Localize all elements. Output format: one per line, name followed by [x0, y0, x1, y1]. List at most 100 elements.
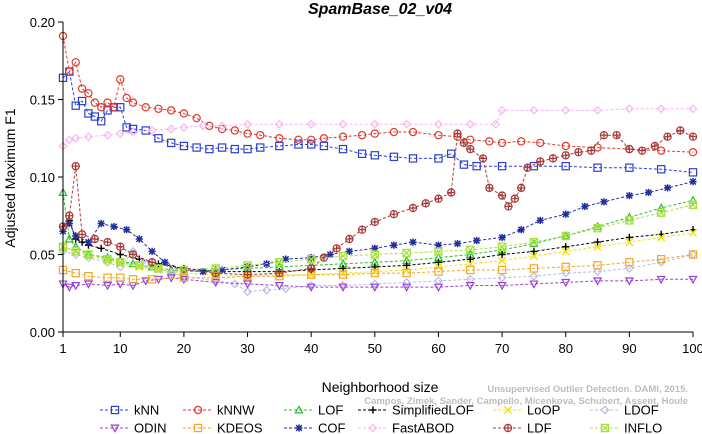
data-point — [548, 154, 558, 163]
data-point — [561, 262, 570, 272]
data-point — [663, 184, 672, 192]
data-point — [116, 273, 125, 282]
data-point — [656, 275, 666, 285]
data-point — [65, 67, 74, 76]
data-point — [192, 143, 201, 152]
data-point — [625, 233, 633, 242]
data-point — [402, 283, 412, 292]
data-point — [199, 267, 207, 276]
data-point — [274, 282, 284, 291]
data-point — [498, 250, 506, 259]
legend-label: kNN — [134, 403, 159, 418]
data-point — [624, 277, 634, 286]
series-fastabod — [58, 104, 698, 151]
x-tick-label: 10 — [113, 341, 127, 356]
data-point — [110, 223, 118, 231]
x-tick-label: 100 — [682, 341, 702, 356]
data-point — [370, 129, 380, 138]
data-point — [65, 211, 74, 220]
data-point — [103, 273, 112, 282]
watermark-line-2: Campos, Zimek, Sander, Campello, Micenko… — [364, 396, 688, 407]
data-point — [84, 89, 93, 98]
data-point — [593, 267, 602, 276]
data-point — [503, 423, 513, 433]
data-point — [243, 119, 252, 129]
data-point — [275, 258, 284, 267]
data-point — [593, 105, 602, 115]
data-point — [96, 103, 106, 112]
x-tick-label: 40 — [304, 341, 318, 356]
x-tick-label: 80 — [558, 341, 572, 356]
series-line — [62, 250, 694, 293]
x-tick-label: 60 — [431, 341, 445, 356]
legend-label: LDF — [527, 421, 552, 434]
data-point — [90, 98, 100, 107]
data-point — [128, 258, 138, 268]
data-point — [72, 232, 80, 240]
data-point — [421, 199, 430, 208]
data-point — [529, 251, 539, 261]
data-point — [148, 247, 156, 255]
y-tick-label: 0.10 — [30, 170, 55, 185]
data-point — [370, 250, 380, 259]
data-point — [497, 161, 507, 171]
y-tick-label: 0.20 — [30, 15, 55, 30]
data-point — [688, 228, 698, 237]
data-point — [656, 165, 666, 174]
data-point — [561, 141, 570, 151]
data-point — [688, 195, 698, 204]
legend-label: INFLO — [624, 421, 662, 434]
data-point — [650, 141, 660, 151]
data-point — [370, 119, 380, 129]
data-point — [473, 236, 481, 245]
data-point — [193, 423, 203, 433]
data-point — [408, 203, 418, 213]
data-point — [294, 135, 303, 144]
data-point — [466, 255, 474, 263]
data-point — [459, 160, 469, 169]
data-point — [110, 424, 120, 433]
data-point — [625, 144, 634, 154]
legend-label: LoOP — [527, 403, 560, 418]
data-point — [71, 282, 81, 291]
data-point — [657, 233, 666, 242]
data-point — [128, 127, 138, 137]
data-point — [390, 241, 398, 249]
data-point — [78, 238, 86, 246]
data-point — [656, 208, 666, 217]
data-point — [166, 124, 176, 134]
data-point — [497, 105, 507, 115]
data-point — [205, 144, 214, 154]
y-tick-label: 0.00 — [30, 325, 55, 340]
data-point — [307, 270, 316, 279]
data-point — [109, 103, 119, 112]
data-point — [281, 284, 291, 294]
data-point — [433, 283, 444, 292]
data-point — [71, 58, 80, 67]
data-point — [593, 163, 602, 172]
data-point — [402, 119, 412, 129]
data-point — [294, 140, 303, 149]
data-point — [179, 265, 189, 275]
data-point — [656, 254, 666, 264]
y-tick-label: 0.05 — [30, 248, 55, 263]
data-point — [217, 143, 227, 152]
data-point — [536, 157, 545, 166]
data-point — [497, 265, 507, 275]
legend-item-inflo: INFLO — [590, 421, 662, 434]
data-point — [84, 250, 93, 259]
data-point — [402, 277, 412, 287]
series-line — [62, 232, 694, 277]
y-axis-title: Adjusted Maximum F1 — [2, 108, 18, 247]
data-point — [71, 101, 80, 110]
data-point — [161, 258, 169, 266]
data-point — [516, 137, 526, 146]
data-point — [516, 183, 526, 193]
data-point — [102, 282, 113, 291]
data-point — [592, 277, 603, 286]
data-point — [593, 223, 602, 233]
data-point — [243, 263, 252, 271]
data-point — [192, 113, 201, 123]
data-point — [128, 98, 138, 107]
